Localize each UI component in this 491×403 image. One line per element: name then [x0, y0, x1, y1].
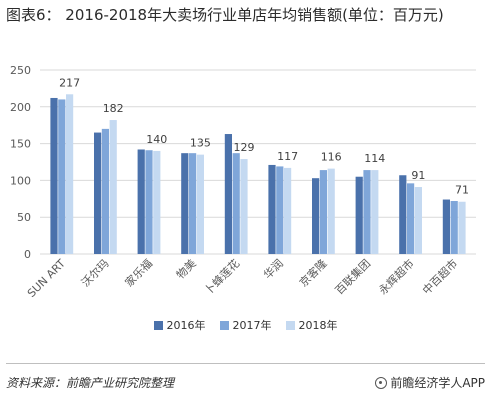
- legend-label-2018: 2018年: [298, 319, 338, 332]
- bar-chart: 0 50 100 150 200 250 217 182 140 135 129 117 116 114…: [10, 64, 476, 300]
- data-labels: 217 182 140 135 129 117 116 114 91 71: [59, 76, 469, 196]
- bar-2017-3: [189, 153, 197, 254]
- source-note: 资料来源：前瞻产业研究院整理: [6, 376, 175, 390]
- legend: 2016年 2017年 2018年: [0, 317, 491, 333]
- y-tick-label: 150: [10, 138, 31, 151]
- bar-2017-6: [319, 170, 327, 254]
- legend-swatch-2017: [219, 320, 229, 330]
- data-label: 117: [277, 150, 298, 163]
- bar-2016-4: [224, 134, 232, 254]
- x-tick-label: 京客隆: [296, 256, 329, 289]
- x-tick-label: 永辉超市: [376, 256, 417, 297]
- bar-2018-7: [371, 170, 379, 254]
- brand-name: 前瞻经济学人APP: [390, 376, 485, 390]
- bar-2018-4: [240, 159, 248, 254]
- data-label: 91: [411, 169, 425, 182]
- bar-2016-3: [181, 153, 189, 254]
- x-tick-label: 华润: [260, 256, 285, 281]
- y-tick-label: 200: [10, 101, 31, 114]
- legend-item-2016: 2016年: [153, 317, 206, 333]
- bars: [50, 94, 466, 255]
- y-tick-label: 250: [10, 64, 31, 77]
- y-tick-label: 50: [17, 211, 31, 224]
- bar-2016-1: [94, 132, 102, 254]
- x-tick-label: 家乐福: [122, 256, 155, 289]
- bar-2018-8: [414, 187, 422, 254]
- bar-2018-2: [153, 150, 161, 254]
- bar-2016-7: [355, 176, 363, 254]
- x-tick-label: 沃尔玛: [79, 257, 112, 290]
- bar-2018-6: [327, 168, 335, 254]
- legend-label-2016: 2016年: [166, 319, 206, 332]
- bar-2016-2: [137, 149, 145, 254]
- bar-2018-9: [458, 201, 466, 254]
- bar-2018-3: [196, 154, 204, 254]
- legend-item-2018: 2018年: [285, 317, 338, 333]
- legend-item-2017: 2017年: [219, 317, 272, 333]
- x-axis-ticks: SUN ART 沃尔玛 家乐福 物美 卜蜂莲花 华润 京客隆 百联集团 永辉超市 中百超市: [25, 256, 460, 300]
- y-axis-ticks: 0 50 100 150 200 250: [10, 64, 31, 261]
- bar-2017-4: [232, 153, 240, 254]
- bar-2017-9: [450, 201, 458, 254]
- x-tick-label: SUN ART: [25, 257, 68, 300]
- bar-2016-8: [399, 175, 407, 254]
- bar-2017-7: [363, 170, 371, 254]
- bar-2017-2: [145, 150, 153, 254]
- legend-swatch-2018: [285, 320, 295, 330]
- data-label: 114: [364, 152, 385, 165]
- bar-2018-5: [284, 167, 292, 254]
- bar-2016-9: [442, 199, 450, 254]
- bar-2018-0: [66, 94, 74, 255]
- legend-label-2017: 2017年: [232, 319, 272, 332]
- y-tick-label: 100: [10, 174, 31, 187]
- data-label: 71: [455, 184, 469, 197]
- bar-2016-6: [312, 178, 320, 254]
- bar-2018-1: [109, 120, 117, 254]
- brand-credit: 前瞻经济学人APP: [375, 374, 485, 391]
- footer-divider: [6, 363, 485, 364]
- data-label: 182: [103, 102, 124, 115]
- data-label: 140: [146, 133, 167, 146]
- data-label: 135: [190, 137, 211, 150]
- brand-logo-icon: [375, 376, 388, 389]
- y-tick-label: 0: [24, 248, 31, 261]
- bar-2016-0: [50, 97, 58, 254]
- x-tick-label: 百联集团: [332, 256, 373, 297]
- bar-2016-5: [268, 164, 276, 254]
- data-label: 129: [234, 141, 255, 154]
- data-label: 217: [59, 76, 80, 89]
- legend-swatch-2016: [153, 320, 163, 330]
- bar-2017-8: [407, 183, 415, 254]
- bar-2017-1: [101, 128, 109, 254]
- data-label: 116: [321, 151, 342, 164]
- chart-title: 图表6： 2016-2018年大卖场行业单店年均销售额(单位：百万元): [6, 6, 444, 24]
- bar-2017-0: [58, 99, 66, 254]
- bar-2017-5: [276, 166, 284, 254]
- x-tick-label: 中百超市: [419, 256, 460, 297]
- x-tick-label: 物美: [173, 256, 198, 281]
- x-tick-label: 卜蜂莲花: [201, 256, 242, 297]
